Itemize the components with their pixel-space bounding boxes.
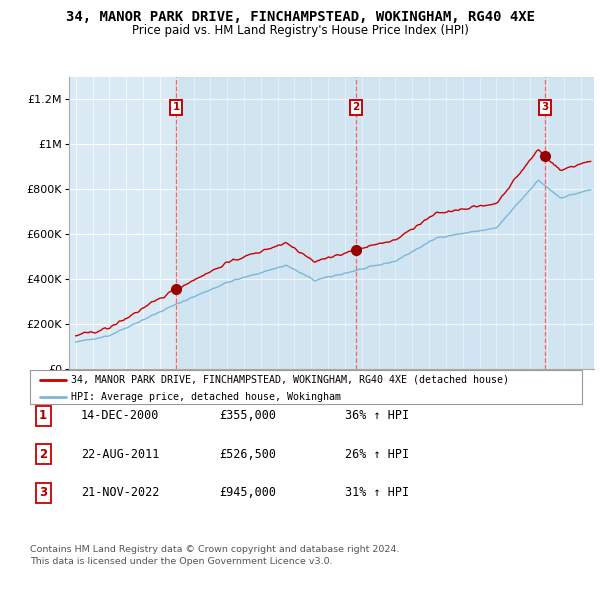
Text: 31% ↑ HPI: 31% ↑ HPI — [345, 486, 409, 499]
Text: 2: 2 — [352, 103, 359, 112]
Text: Contains HM Land Registry data © Crown copyright and database right 2024.: Contains HM Land Registry data © Crown c… — [30, 545, 400, 555]
Text: £526,500: £526,500 — [219, 448, 276, 461]
Text: £355,000: £355,000 — [219, 409, 276, 422]
Text: 34, MANOR PARK DRIVE, FINCHAMPSTEAD, WOKINGHAM, RG40 4XE: 34, MANOR PARK DRIVE, FINCHAMPSTEAD, WOK… — [65, 9, 535, 24]
Text: 3: 3 — [39, 486, 47, 499]
FancyBboxPatch shape — [30, 370, 582, 404]
Text: 26% ↑ HPI: 26% ↑ HPI — [345, 448, 409, 461]
Text: This data is licensed under the Open Government Licence v3.0.: This data is licensed under the Open Gov… — [30, 557, 332, 566]
Text: £945,000: £945,000 — [219, 486, 276, 499]
Text: Price paid vs. HM Land Registry's House Price Index (HPI): Price paid vs. HM Land Registry's House … — [131, 24, 469, 37]
Text: 1: 1 — [39, 409, 47, 422]
Text: 2: 2 — [39, 448, 47, 461]
Text: 22-AUG-2011: 22-AUG-2011 — [81, 448, 160, 461]
Text: 14-DEC-2000: 14-DEC-2000 — [81, 409, 160, 422]
Text: 34, MANOR PARK DRIVE, FINCHAMPSTEAD, WOKINGHAM, RG40 4XE (detached house): 34, MANOR PARK DRIVE, FINCHAMPSTEAD, WOK… — [71, 375, 509, 385]
Text: 21-NOV-2022: 21-NOV-2022 — [81, 486, 160, 499]
Bar — [176, 77, 594, 369]
Text: 1: 1 — [172, 103, 179, 112]
Text: 3: 3 — [542, 103, 549, 112]
Text: HPI: Average price, detached house, Wokingham: HPI: Average price, detached house, Woki… — [71, 392, 341, 402]
Text: 36% ↑ HPI: 36% ↑ HPI — [345, 409, 409, 422]
